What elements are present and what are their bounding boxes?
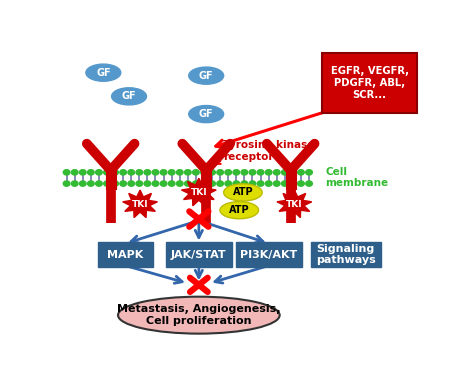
Circle shape bbox=[192, 181, 199, 186]
Circle shape bbox=[192, 170, 199, 175]
Circle shape bbox=[273, 170, 280, 175]
Circle shape bbox=[225, 181, 231, 186]
Ellipse shape bbox=[118, 297, 280, 334]
Circle shape bbox=[152, 170, 159, 175]
Circle shape bbox=[241, 170, 248, 175]
Circle shape bbox=[265, 170, 272, 175]
Circle shape bbox=[112, 170, 118, 175]
Circle shape bbox=[184, 181, 191, 186]
Text: Signaling
pathways: Signaling pathways bbox=[316, 244, 376, 265]
Circle shape bbox=[128, 170, 135, 175]
Text: MAPK: MAPK bbox=[107, 250, 144, 260]
Text: PI3K/AKT: PI3K/AKT bbox=[240, 250, 297, 260]
Circle shape bbox=[209, 181, 215, 186]
Circle shape bbox=[241, 181, 248, 186]
Text: TKI: TKI bbox=[191, 188, 207, 197]
Polygon shape bbox=[277, 190, 312, 218]
Text: GF: GF bbox=[199, 109, 213, 119]
Circle shape bbox=[128, 181, 135, 186]
Ellipse shape bbox=[220, 202, 258, 219]
Circle shape bbox=[96, 181, 102, 186]
Circle shape bbox=[290, 170, 296, 175]
Circle shape bbox=[306, 181, 312, 186]
Ellipse shape bbox=[189, 106, 224, 122]
Circle shape bbox=[72, 181, 78, 186]
Text: GF: GF bbox=[199, 71, 213, 81]
Circle shape bbox=[152, 181, 159, 186]
Circle shape bbox=[209, 170, 215, 175]
Circle shape bbox=[160, 170, 167, 175]
Text: Tyrosine kinase
receptor: Tyrosine kinase receptor bbox=[223, 140, 314, 162]
Text: ATP: ATP bbox=[229, 205, 250, 215]
Circle shape bbox=[306, 170, 312, 175]
Circle shape bbox=[72, 170, 78, 175]
Text: TKI: TKI bbox=[286, 200, 303, 209]
Circle shape bbox=[168, 170, 175, 175]
Circle shape bbox=[217, 170, 223, 175]
Text: TKI: TKI bbox=[132, 200, 148, 209]
Circle shape bbox=[104, 181, 110, 186]
Circle shape bbox=[184, 170, 191, 175]
Text: GF: GF bbox=[96, 68, 110, 78]
Circle shape bbox=[80, 181, 86, 186]
FancyBboxPatch shape bbox=[166, 242, 232, 267]
Text: JAK/STAT: JAK/STAT bbox=[171, 250, 227, 260]
Circle shape bbox=[290, 181, 296, 186]
Circle shape bbox=[298, 181, 304, 186]
FancyBboxPatch shape bbox=[236, 242, 301, 267]
Circle shape bbox=[144, 170, 151, 175]
Polygon shape bbox=[123, 190, 157, 218]
Circle shape bbox=[257, 170, 264, 175]
Circle shape bbox=[168, 181, 175, 186]
Ellipse shape bbox=[224, 184, 262, 201]
Circle shape bbox=[64, 181, 70, 186]
Circle shape bbox=[176, 170, 183, 175]
Circle shape bbox=[249, 170, 256, 175]
FancyBboxPatch shape bbox=[98, 242, 153, 267]
Circle shape bbox=[160, 181, 167, 186]
Circle shape bbox=[298, 170, 304, 175]
Circle shape bbox=[120, 181, 127, 186]
Circle shape bbox=[144, 181, 151, 186]
Circle shape bbox=[64, 170, 70, 175]
Text: Cell
membrane: Cell membrane bbox=[326, 167, 389, 189]
Circle shape bbox=[88, 181, 94, 186]
Circle shape bbox=[201, 170, 207, 175]
Circle shape bbox=[176, 181, 183, 186]
Circle shape bbox=[265, 181, 272, 186]
Circle shape bbox=[282, 181, 288, 186]
Circle shape bbox=[233, 181, 240, 186]
Ellipse shape bbox=[111, 88, 146, 105]
Circle shape bbox=[104, 170, 110, 175]
Text: ATP: ATP bbox=[233, 187, 253, 197]
Text: GF: GF bbox=[122, 91, 137, 101]
Text: EGFR, VEGFR,
PDGFR, ABL,
SCR...: EGFR, VEGFR, PDGFR, ABL, SCR... bbox=[331, 66, 409, 99]
Circle shape bbox=[88, 170, 94, 175]
Circle shape bbox=[120, 170, 127, 175]
FancyBboxPatch shape bbox=[311, 242, 381, 267]
Circle shape bbox=[282, 170, 288, 175]
Circle shape bbox=[249, 181, 256, 186]
Circle shape bbox=[233, 170, 240, 175]
Circle shape bbox=[136, 181, 143, 186]
Circle shape bbox=[112, 181, 118, 186]
Circle shape bbox=[80, 170, 86, 175]
Circle shape bbox=[96, 170, 102, 175]
Circle shape bbox=[201, 181, 207, 186]
Circle shape bbox=[225, 170, 231, 175]
Circle shape bbox=[136, 170, 143, 175]
Text: Metastasis, Angiogenesis,
Cell proliferation: Metastasis, Angiogenesis, Cell prolifera… bbox=[117, 305, 281, 326]
Ellipse shape bbox=[189, 67, 224, 84]
Circle shape bbox=[217, 181, 223, 186]
Circle shape bbox=[257, 181, 264, 186]
FancyBboxPatch shape bbox=[322, 53, 418, 113]
Polygon shape bbox=[182, 178, 216, 206]
Circle shape bbox=[273, 181, 280, 186]
Ellipse shape bbox=[86, 64, 121, 81]
